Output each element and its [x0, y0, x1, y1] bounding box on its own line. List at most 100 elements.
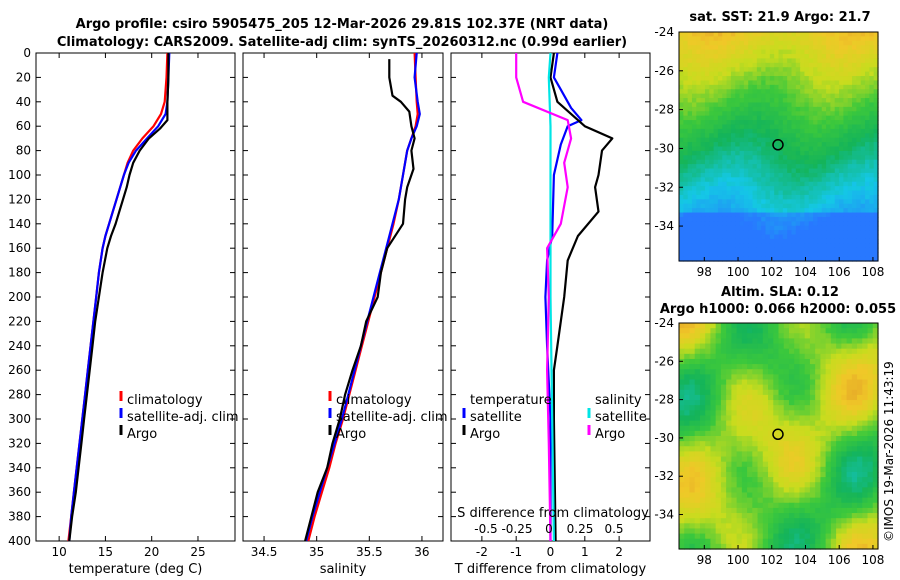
map-cell	[769, 62, 775, 68]
map-cell	[726, 155, 732, 161]
map-cell	[782, 221, 788, 227]
map-cell	[794, 492, 801, 499]
map-cell	[679, 150, 684, 156]
map-cell	[799, 533, 806, 540]
map-cell	[847, 177, 853, 183]
map-cell	[873, 199, 879, 205]
map-cell	[852, 142, 857, 148]
map-cell	[804, 238, 810, 244]
map-cell	[700, 243, 706, 249]
map-cell	[787, 80, 793, 86]
map-cell	[843, 190, 849, 196]
map-cell	[872, 405, 879, 411]
map-cell	[736, 323, 743, 329]
map-cell	[705, 343, 712, 350]
map-cell	[813, 203, 819, 209]
map-cell	[834, 203, 840, 209]
map-cell	[769, 106, 775, 112]
map-cell	[704, 102, 710, 108]
map-cell	[804, 252, 810, 258]
map-cell	[731, 492, 738, 499]
map-cell	[684, 394, 691, 401]
map-cell	[762, 328, 769, 334]
map-cell	[757, 533, 764, 540]
map-cell	[809, 518, 816, 524]
map-cell	[752, 461, 759, 468]
map-cell	[809, 533, 816, 540]
map-cell	[795, 32, 801, 37]
map-cell	[726, 420, 732, 427]
map-cell	[839, 164, 844, 170]
map-cell	[687, 203, 693, 209]
map-cell	[743, 150, 749, 156]
map-cell	[696, 32, 702, 37]
map-cell	[872, 487, 879, 494]
map-cell	[713, 133, 719, 139]
map-cell	[722, 40, 728, 46]
map-cell	[820, 471, 827, 478]
map-cell	[873, 216, 879, 222]
map-cell	[761, 225, 767, 231]
map-cell	[867, 353, 874, 360]
map-cell	[689, 389, 696, 396]
map-cell	[804, 405, 811, 411]
map-cell	[826, 58, 832, 64]
map-cell	[830, 146, 836, 152]
map-cell	[830, 446, 837, 453]
map-cell	[813, 186, 819, 192]
map-cell	[851, 379, 858, 386]
map-cell	[804, 71, 810, 77]
map-cell	[696, 181, 702, 187]
map-cell	[769, 199, 775, 205]
map-cell	[709, 230, 715, 236]
map-cell	[872, 436, 879, 442]
map-cell	[765, 155, 771, 161]
map-cell	[834, 98, 840, 104]
map-cell	[762, 492, 769, 499]
map-cell	[813, 137, 819, 143]
secondary-x-tick-label: -0.5	[474, 522, 497, 536]
map-cell	[726, 80, 732, 86]
map-cell	[817, 225, 823, 231]
map-cell	[700, 221, 706, 227]
map-cell	[841, 497, 848, 504]
map-cell	[691, 164, 697, 170]
map-cell	[860, 89, 866, 95]
map-cell	[830, 203, 836, 209]
map-cell	[679, 120, 684, 126]
map-cell	[795, 98, 801, 104]
map-cell	[699, 430, 706, 437]
map-cell	[865, 159, 870, 165]
map-cell	[710, 389, 717, 396]
map-cell	[710, 379, 717, 386]
map-cell	[820, 518, 827, 524]
map-cell	[704, 62, 710, 68]
map-cell	[752, 76, 758, 82]
map-cell	[748, 54, 754, 60]
map-cell	[860, 111, 866, 117]
map-cell	[778, 159, 784, 165]
map-cell	[739, 62, 745, 68]
map-cell	[679, 502, 685, 509]
map-cell	[757, 487, 764, 494]
map-cell	[757, 513, 764, 519]
map-cell	[857, 328, 863, 334]
map-cell	[826, 230, 832, 236]
map-cell	[720, 338, 727, 345]
map-cell	[852, 120, 857, 126]
map-cell	[856, 128, 862, 134]
map-cell	[761, 168, 767, 174]
map-cell	[834, 181, 840, 187]
map-cell	[778, 40, 784, 46]
map-cell	[846, 482, 853, 488]
map-cell	[847, 186, 853, 192]
map-cell	[787, 230, 793, 236]
map-cell	[778, 252, 784, 258]
map-cell	[743, 256, 749, 262]
map-cell	[679, 420, 685, 427]
map-cell	[709, 32, 715, 37]
map-cell	[700, 124, 706, 130]
map-cell	[851, 446, 858, 453]
map-cell	[788, 466, 795, 473]
plot-frame	[35, 52, 236, 542]
